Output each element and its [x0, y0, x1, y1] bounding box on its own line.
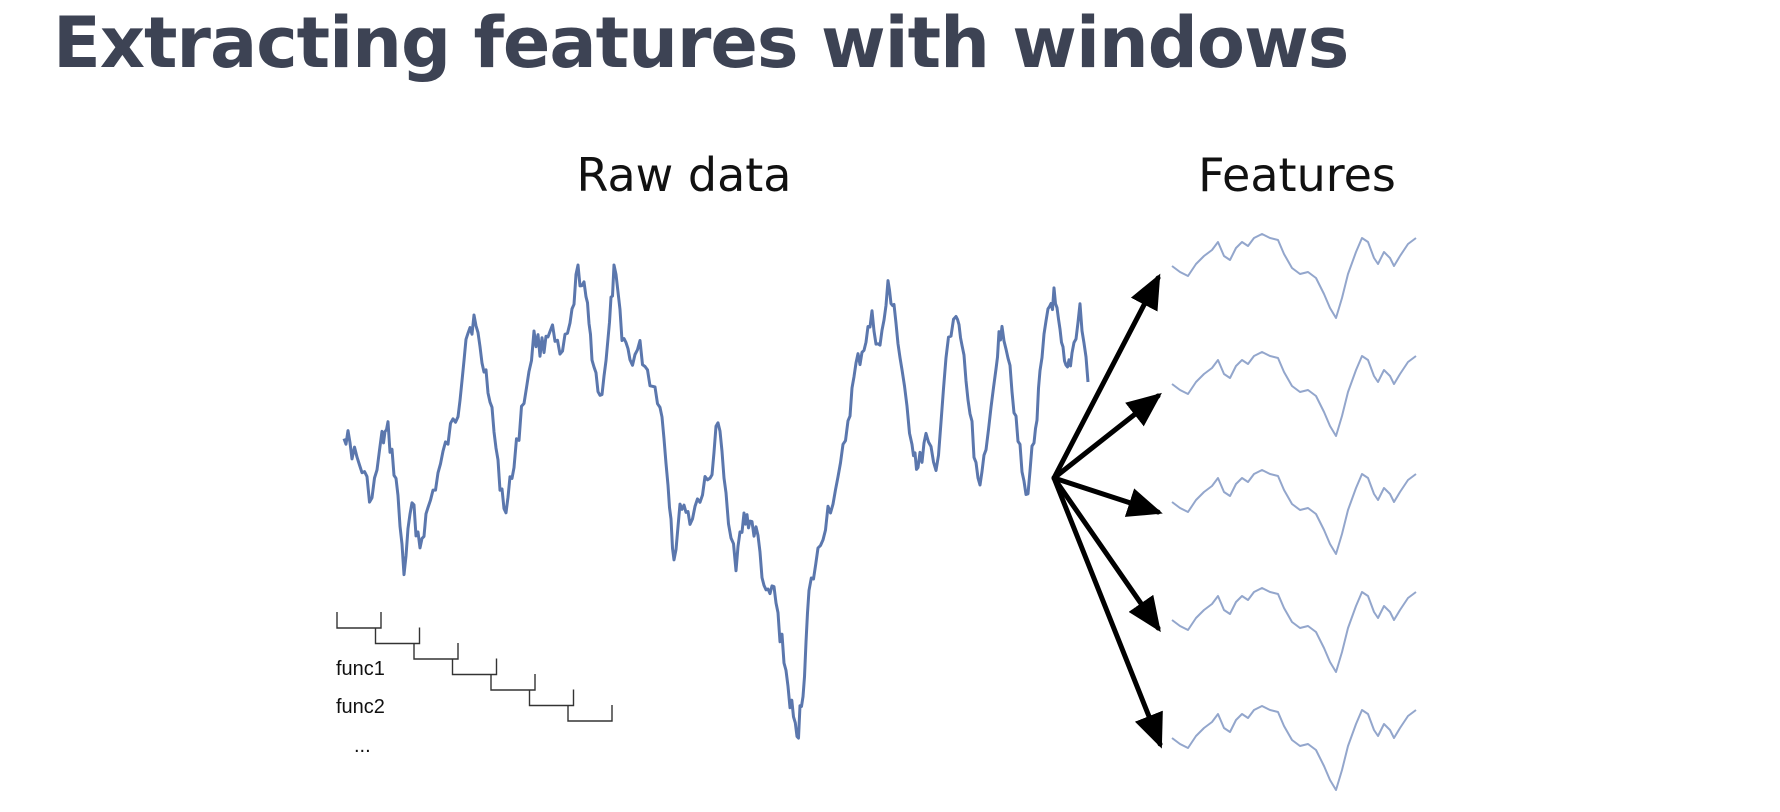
window-bracket — [336, 612, 382, 629]
feature-arrow — [1051, 392, 1162, 481]
window-bracket — [451, 658, 498, 676]
window-bracket — [374, 627, 421, 645]
feature-series — [1171, 587, 1417, 673]
feature-series — [1171, 233, 1417, 319]
feature-series — [1171, 705, 1417, 791]
raw-data-series — [342, 263, 1090, 740]
feature-arrow — [1051, 273, 1161, 481]
func1-label: func1 — [336, 658, 385, 680]
raw-data-heading: Raw data — [577, 148, 792, 202]
window-bracket — [528, 689, 575, 707]
feature-arrow — [1051, 475, 1161, 633]
slide-title: Extracting features with windows — [53, 2, 1349, 84]
feature-arrow — [1051, 475, 1163, 749]
window-bracket — [413, 643, 459, 660]
feature-arrow — [1051, 475, 1163, 517]
feature-series — [1171, 469, 1417, 555]
feature-series — [1171, 351, 1417, 437]
func2-label: func2 — [336, 696, 385, 718]
feature-series-group — [1171, 233, 1417, 791]
ellipsis-label: ... — [354, 735, 371, 757]
feature-arrows — [1051, 273, 1163, 749]
window-bracket — [567, 705, 613, 722]
sliding-windows — [336, 612, 613, 722]
features-heading: Features — [1198, 148, 1396, 202]
window-bracket — [490, 674, 536, 691]
